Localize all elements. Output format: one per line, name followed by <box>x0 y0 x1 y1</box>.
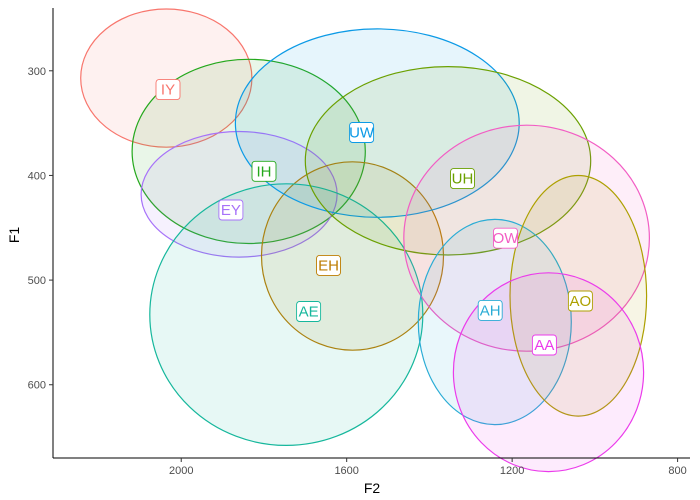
vowel-label-text: IY <box>161 82 175 99</box>
x-axis-ticks: 2000 1600 1200 800 <box>169 458 687 477</box>
vowel-label-ow: OW <box>493 227 520 249</box>
vowel-label-text: EH <box>318 257 339 274</box>
vowel-label-text: OW <box>493 230 520 247</box>
vowel-label-layer: IY IH EY EH AE UW UH OW AH AO AA <box>155 79 593 356</box>
y-tick-label: 500 <box>28 275 46 287</box>
x-tick-label: 2000 <box>169 465 193 477</box>
vowel-label-box <box>567 290 593 312</box>
vowel-label-ey: EY <box>218 199 244 221</box>
vowel-label-box <box>316 254 341 276</box>
ellipse-aa <box>452 272 645 473</box>
vowel-label-box <box>296 301 322 322</box>
vowel-label-box <box>155 79 181 101</box>
vowel-label-text: IH <box>257 163 272 180</box>
vowel-label-box <box>493 227 518 249</box>
ellipse-ah <box>417 218 572 426</box>
vowel-label-ao: AO <box>567 290 593 312</box>
vowel-label-text: AO <box>570 293 592 310</box>
vowel-label-ih: IH <box>251 160 277 182</box>
vowel-label-uh: UH <box>450 168 475 190</box>
vowel-label-box <box>218 199 244 221</box>
y-tick-label: 300 <box>28 66 46 78</box>
ellipse-ae <box>149 183 424 447</box>
y-axis-title: F1 <box>6 227 22 244</box>
vowel-label-ae: AE <box>296 301 322 322</box>
y-axis-ticks: 300 400 500 600 <box>28 66 53 392</box>
x-tick-label: 1600 <box>334 465 358 477</box>
vowel-label-box <box>349 122 375 143</box>
y-tick-label: 600 <box>28 380 46 392</box>
vowel-label-box <box>531 334 557 356</box>
vowel-label-text: UH <box>452 171 474 188</box>
vowel-label-eh: EH <box>316 254 341 276</box>
x-axis-title: F2 <box>364 480 381 496</box>
ellipse-layer <box>80 8 650 473</box>
vowel-label-iy: IY <box>155 79 181 101</box>
ellipse-ih <box>131 58 366 245</box>
vowel-label-text: EY <box>221 202 241 219</box>
x-tick-label: 800 <box>668 465 686 477</box>
ellipse-ey <box>140 130 338 258</box>
vowel-label-text: AA <box>534 337 554 354</box>
vowel-label-ah: AH <box>477 299 503 321</box>
y-tick-label: 400 <box>28 170 46 182</box>
vowel-label-text: AE <box>299 304 319 321</box>
vowel-label-uw: UW <box>349 122 375 143</box>
vowel-label-box <box>251 160 277 182</box>
vowel-label-text: AH <box>480 302 501 319</box>
x-tick-label: 1200 <box>500 465 524 477</box>
vowel-label-box <box>477 299 503 321</box>
vowel-label-text: UW <box>349 125 375 142</box>
ellipse-uh <box>304 66 592 256</box>
vowel-label-aa: AA <box>531 334 557 356</box>
vowel-label-box <box>450 168 475 190</box>
